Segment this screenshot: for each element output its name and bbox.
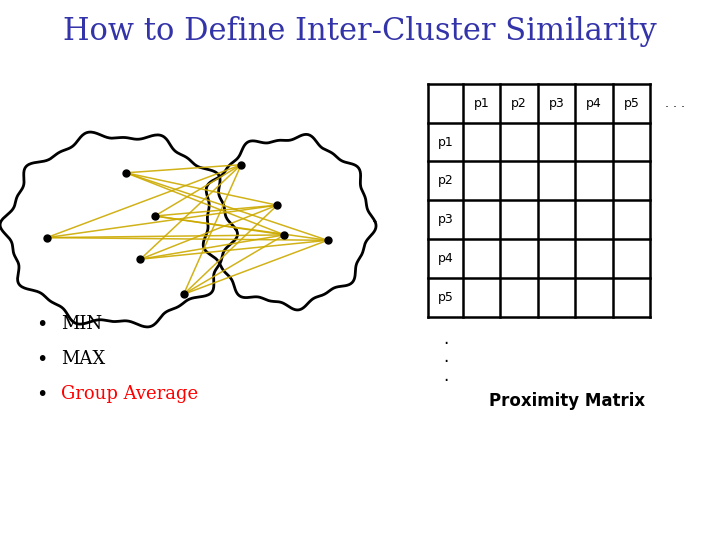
Text: •: • <box>36 349 48 369</box>
Text: How to Define Inter-Cluster Similarity: How to Define Inter-Cluster Similarity <box>63 16 657 47</box>
Text: p4: p4 <box>438 252 454 265</box>
Text: p1: p1 <box>474 97 490 110</box>
Text: .: . <box>443 367 449 386</box>
Text: •: • <box>36 314 48 334</box>
Text: •: • <box>36 384 48 404</box>
Text: p5: p5 <box>438 291 454 304</box>
Text: p4: p4 <box>586 97 602 110</box>
Text: p1: p1 <box>438 136 454 148</box>
Text: Proximity Matrix: Proximity Matrix <box>490 392 645 410</box>
Text: .: . <box>443 348 449 367</box>
Text: MIN: MIN <box>61 315 102 333</box>
Text: p2: p2 <box>438 174 454 187</box>
Text: .: . <box>443 329 449 348</box>
Text: p3: p3 <box>549 97 564 110</box>
Text: . . .: . . . <box>665 97 685 110</box>
Text: p2: p2 <box>511 97 527 110</box>
Text: MAX: MAX <box>61 350 105 368</box>
Text: p5: p5 <box>624 97 639 110</box>
Text: Group Average: Group Average <box>61 385 198 403</box>
Text: p3: p3 <box>438 213 454 226</box>
